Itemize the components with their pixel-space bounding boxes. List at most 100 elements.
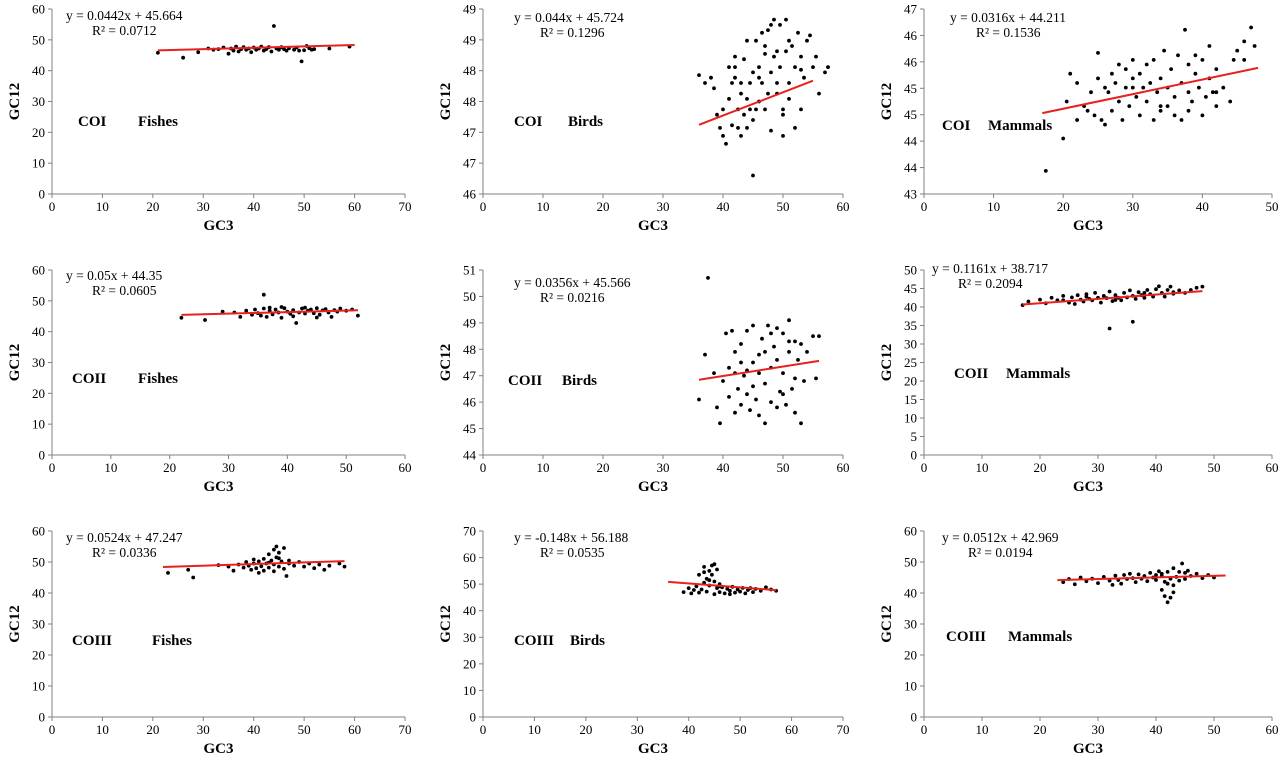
data-point xyxy=(303,305,307,310)
data-point xyxy=(751,360,755,365)
trendline xyxy=(157,44,355,52)
y-tick-label: 40 xyxy=(904,586,917,601)
data-point xyxy=(314,306,319,311)
data-point xyxy=(249,567,254,572)
x-tick-label: 10 xyxy=(987,199,1000,214)
data-point xyxy=(1122,291,1126,295)
data-point xyxy=(802,75,806,80)
data-point xyxy=(1136,572,1141,577)
y-tick-label: 46 xyxy=(904,28,918,43)
data-point xyxy=(781,392,785,397)
y-tick-label: 60 xyxy=(904,524,917,539)
r-squared: R² = 0.0712 xyxy=(92,23,157,38)
data-point xyxy=(1242,39,1247,44)
y-tick-label: 10 xyxy=(32,417,45,432)
gene-label: COI xyxy=(78,114,107,130)
x-tick-label: 30 xyxy=(1092,722,1105,737)
x-tick-label: 40 xyxy=(1196,199,1209,214)
data-point xyxy=(733,590,737,595)
data-point xyxy=(784,17,788,22)
trend-equation: y = 0.0316x + 44.211 xyxy=(950,10,1066,25)
x-axis-title: GC3 xyxy=(638,479,668,495)
data-point xyxy=(763,350,767,354)
data-point xyxy=(1168,284,1173,289)
r-squared: R² = 0.1536 xyxy=(976,25,1041,40)
y-tick-label: 47 xyxy=(463,368,477,383)
data-point xyxy=(727,365,731,370)
data-point xyxy=(1221,85,1226,90)
r-squared: R² = 0.0605 xyxy=(92,283,157,298)
data-point xyxy=(1193,53,1198,58)
data-point xyxy=(730,81,734,85)
data-point xyxy=(1144,62,1149,67)
gene-label: COI xyxy=(942,118,971,134)
y-tick-label: 48 xyxy=(463,94,476,109)
x-tick-label: 40 xyxy=(247,722,260,737)
data-point xyxy=(300,306,304,311)
data-point xyxy=(781,134,785,138)
data-point xyxy=(1136,290,1141,295)
data-point xyxy=(692,588,696,592)
data-point xyxy=(778,389,782,394)
data-point xyxy=(291,314,296,319)
data-point xyxy=(787,38,791,43)
x-tick-label: 40 xyxy=(717,199,730,214)
data-point xyxy=(251,557,256,562)
group-label: Mammals xyxy=(1006,366,1070,382)
data-point xyxy=(1099,300,1103,305)
x-tick-label: 50 xyxy=(777,460,790,475)
y-tick-label: 49 xyxy=(463,32,476,47)
data-point xyxy=(312,47,317,51)
data-point xyxy=(1157,284,1161,289)
panel-coi-mammals: 0 10 20 30 40 50 43 44 44 45 45 46 46 47 GC3 GC12 y = 0.… xyxy=(879,2,1279,235)
x-tick-label: 40 xyxy=(281,460,294,475)
data-point xyxy=(1133,580,1138,584)
x-tick-label: 20 xyxy=(1034,460,1047,475)
data-point xyxy=(760,336,764,341)
data-point xyxy=(1096,581,1100,585)
data-point xyxy=(1119,298,1124,303)
data-point xyxy=(1214,67,1219,71)
x-tick-label: 10 xyxy=(976,722,989,737)
data-point xyxy=(799,67,803,72)
data-point xyxy=(1123,67,1128,71)
data-point xyxy=(1159,588,1164,592)
data-point xyxy=(1242,58,1247,62)
data-point xyxy=(1165,600,1170,605)
data-point xyxy=(1214,90,1219,95)
x-tick-label: 20 xyxy=(146,199,159,214)
data-point xyxy=(1154,287,1158,292)
x-tick-label: 30 xyxy=(657,199,670,214)
data-point xyxy=(769,128,773,133)
y-tick-label: 46 xyxy=(463,187,477,202)
data-point xyxy=(1142,291,1147,295)
data-point xyxy=(778,65,782,69)
data-point xyxy=(710,572,714,577)
data-point xyxy=(179,315,184,320)
y-tick-label: 10 xyxy=(463,683,476,698)
data-point xyxy=(769,70,773,75)
data-point xyxy=(292,47,296,52)
data-point xyxy=(722,591,727,596)
data-point xyxy=(739,342,743,346)
data-point xyxy=(751,118,755,122)
data-point xyxy=(1026,299,1031,304)
data-point xyxy=(1176,53,1180,58)
data-point xyxy=(1186,90,1191,95)
x-axis-title: GC3 xyxy=(204,741,234,757)
data-point xyxy=(694,584,699,589)
data-point xyxy=(1110,299,1115,303)
data-point xyxy=(709,75,713,80)
r-squared: R² = 0.1296 xyxy=(540,25,605,40)
data-point xyxy=(1075,81,1079,85)
y-tick-label: 30 xyxy=(32,94,45,109)
data-point xyxy=(775,49,779,54)
data-point xyxy=(166,571,170,575)
data-point xyxy=(760,81,764,85)
x-axis-title: GC3 xyxy=(638,741,668,757)
data-point xyxy=(203,318,207,322)
data-point xyxy=(733,65,737,69)
data-point xyxy=(1162,579,1167,584)
panel-coiii-fishes: 0 10 20 30 40 50 60 70 0 10 20 30 40 50 60 GC3 GC12 y = 0… xyxy=(7,524,412,758)
data-point xyxy=(1165,104,1170,108)
